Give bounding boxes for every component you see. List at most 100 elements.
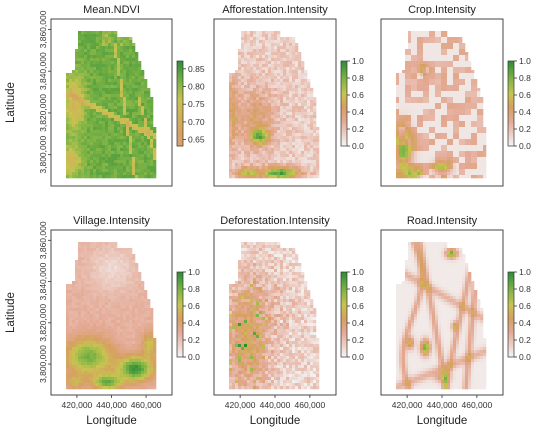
heatmap-cell xyxy=(75,64,79,68)
heatmap-cell xyxy=(66,166,70,170)
heatmap-cell xyxy=(420,55,424,59)
heatmap-cell xyxy=(316,133,320,137)
heatmap-cell xyxy=(114,166,118,170)
heatmap-cell xyxy=(426,166,430,170)
heatmap-cell xyxy=(238,97,242,101)
heatmap-cell xyxy=(66,172,70,176)
heatmap-cell xyxy=(99,67,103,71)
heatmap-cell xyxy=(144,82,148,86)
heatmap-cell xyxy=(462,112,466,116)
heatmap-cell xyxy=(111,124,115,128)
heatmap-cell xyxy=(144,85,148,89)
heatmap-cell xyxy=(271,79,275,83)
heatmap-cell xyxy=(435,172,439,176)
heatmap-cell xyxy=(90,94,94,98)
heatmap-cell xyxy=(114,293,118,297)
heatmap-cell xyxy=(313,139,317,143)
heatmap-cell xyxy=(84,133,88,137)
heatmap-cell xyxy=(120,166,124,170)
heatmap-cell xyxy=(310,133,314,137)
heatmap-cell xyxy=(423,160,427,164)
heatmap-cell xyxy=(81,320,85,324)
heatmap-cell xyxy=(126,323,130,327)
heatmap-cell xyxy=(271,142,275,146)
heatmap-cell xyxy=(150,112,154,116)
heatmap-cell xyxy=(316,169,320,173)
heatmap-cell xyxy=(81,85,85,89)
heatmap-cell xyxy=(283,49,287,53)
heatmap-cell xyxy=(456,109,460,113)
heatmap-cell xyxy=(153,338,157,342)
heatmap-cell xyxy=(262,79,266,83)
heatmap-cell xyxy=(132,106,136,110)
heatmap-cell xyxy=(96,160,100,164)
heatmap-cell xyxy=(84,326,88,330)
heatmap-cell xyxy=(114,257,118,261)
heatmap-cell xyxy=(450,166,454,170)
heatmap-cell xyxy=(253,172,257,176)
heatmap-cell xyxy=(447,142,451,146)
heatmap-cell xyxy=(438,151,442,155)
heatmap-cell xyxy=(423,115,427,119)
heatmap-cell xyxy=(256,169,260,173)
heatmap-cell xyxy=(123,160,127,164)
heatmap-cell xyxy=(477,154,481,158)
heatmap-cell xyxy=(420,70,424,74)
heatmap-cell xyxy=(286,40,290,44)
heatmap-cell xyxy=(256,82,260,86)
heatmap-cell xyxy=(453,115,457,119)
heatmap-cell xyxy=(138,136,142,140)
heatmap-cell xyxy=(247,70,251,74)
heatmap-cell xyxy=(259,43,263,47)
heatmap-cell xyxy=(426,40,430,44)
heatmap-cell xyxy=(471,79,475,83)
heatmap-cell xyxy=(81,73,85,77)
heatmap-cell xyxy=(459,112,463,116)
heatmap-cell xyxy=(247,79,251,83)
heatmap-cell xyxy=(307,94,311,98)
heatmap-cell xyxy=(78,151,82,155)
heatmap-cell xyxy=(477,133,481,137)
heatmap-cell xyxy=(111,85,115,89)
heatmap-cell xyxy=(102,79,106,83)
heatmap-cell xyxy=(69,299,73,303)
heatmap-cell xyxy=(277,157,281,161)
colorbar: 0.650.700.750.800.85 xyxy=(176,60,205,147)
heatmap-cell xyxy=(462,130,466,134)
heatmap-cell xyxy=(75,260,79,264)
heatmap-cell xyxy=(244,151,248,155)
heatmap-cell xyxy=(75,335,79,339)
heatmap-cell xyxy=(75,121,79,125)
heatmap-cell xyxy=(244,172,248,176)
heatmap-cell xyxy=(465,130,469,134)
heatmap-cell xyxy=(126,311,130,315)
heatmap-cell xyxy=(238,136,242,140)
colorbar-tick-label: 0.80 xyxy=(188,82,205,92)
heatmap-cell xyxy=(123,142,127,146)
heatmap-cell xyxy=(274,139,278,143)
heatmap-cell xyxy=(411,70,415,74)
heatmap-cell xyxy=(132,344,136,348)
heatmap-cell xyxy=(253,34,257,38)
heatmap-cell xyxy=(105,109,109,113)
heatmap-cell xyxy=(144,347,148,351)
heatmap-cell xyxy=(244,127,248,131)
heatmap-cell xyxy=(135,347,139,351)
heatmap-cell xyxy=(235,115,239,119)
heatmap-cell xyxy=(126,142,130,146)
heatmap-cell xyxy=(280,64,284,68)
heatmap-cell xyxy=(411,133,415,137)
heatmap-cell xyxy=(292,166,296,170)
heatmap-cell xyxy=(84,296,88,300)
heatmap-cell xyxy=(87,163,91,167)
heatmap-cell xyxy=(280,127,284,131)
heatmap-cell xyxy=(438,145,442,149)
heatmap-cell xyxy=(102,341,106,345)
heatmap-cell xyxy=(87,34,91,38)
heatmap-cell xyxy=(81,284,85,288)
heatmap-cell xyxy=(423,61,427,65)
heatmap-cell xyxy=(265,154,269,158)
heatmap-cell xyxy=(474,148,478,152)
heatmap-cell xyxy=(450,70,454,74)
heatmap-cell xyxy=(69,317,73,321)
